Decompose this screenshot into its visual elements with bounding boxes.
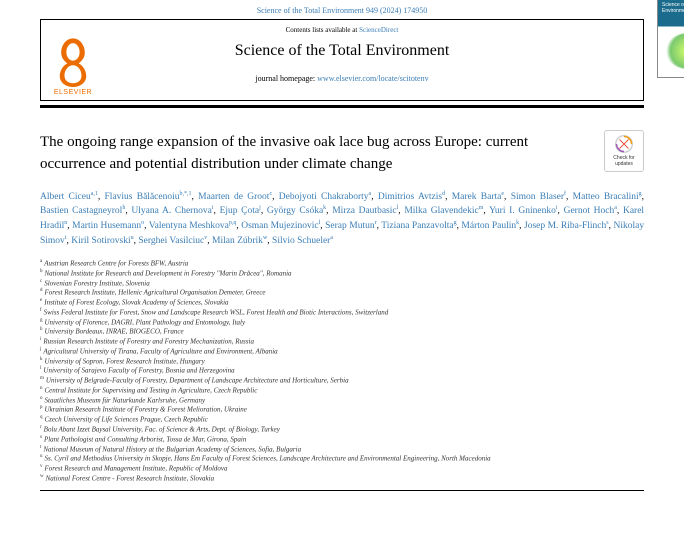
author-name[interactable]: Maarten de Groot: [198, 192, 269, 202]
sciencedirect-link[interactable]: ScienceDirect: [359, 26, 398, 34]
author-name[interactable]: Milan Zúbrik: [212, 236, 263, 246]
author-name[interactable]: Matteo Bracalini: [573, 192, 639, 202]
author-affil-marker: h: [122, 205, 125, 211]
affiliation-line: lUniversity of Sarajevo Faculty of Fores…: [40, 366, 644, 376]
affiliation-line: oStaatliches Museum für Naturkunde Karls…: [40, 396, 644, 406]
author-name[interactable]: Martin Husemann: [72, 221, 141, 231]
affiliation-line: eInstitute of Forest Ecology, Slovak Aca…: [40, 298, 644, 308]
journal-cover-thumbnail: Science of the Total Environment: [657, 0, 684, 78]
affiliation-line: rBolu Abant Izzet Baysal University, Fac…: [40, 425, 644, 435]
author-name[interactable]: Flavius Bălăcenoiu: [105, 192, 180, 202]
publisher-logo: ELSEVIER: [47, 24, 99, 96]
author-affil-marker: k: [323, 205, 326, 211]
author-affil-marker: a: [614, 205, 617, 211]
author-name[interactable]: Ulyana A. Chernova: [131, 207, 211, 217]
affiliation-line: vForest Research and Management Institut…: [40, 464, 644, 474]
author-affil-marker: d: [442, 191, 445, 197]
author-name[interactable]: Josep M. Riba-Flinch: [524, 221, 606, 231]
author-affil-marker: r: [375, 220, 377, 226]
affiliation-line: pUkrainian Research Institute of Forestr…: [40, 405, 644, 415]
affiliation-list: aAustrian Research Centre for Forests BF…: [40, 259, 644, 484]
author-affil-marker: k: [516, 220, 519, 226]
author-name[interactable]: Gernot Hoch: [564, 207, 615, 217]
affiliation-line: mUniversity of Belgrade-Faculty of Fores…: [40, 376, 644, 386]
author-name[interactable]: Márton Paulin: [461, 221, 516, 231]
check-for-updates-badge[interactable]: Check for updates: [604, 130, 644, 172]
author-name[interactable]: Tiziana Panzavolta: [381, 221, 453, 231]
author-affil-marker: a: [369, 191, 372, 197]
running-head: Science of the Total Environment 949 (20…: [0, 0, 684, 17]
author-name[interactable]: Simon Blaser: [511, 192, 564, 202]
author-affil-marker: f: [564, 191, 566, 197]
journal-homepage-link[interactable]: www.elsevier.com/locate/scitotenv: [317, 74, 428, 83]
author-name[interactable]: Bastien Castagneyrol: [40, 207, 122, 217]
author-name[interactable]: György Csóka: [267, 207, 323, 217]
author-affil-marker: o: [141, 220, 144, 226]
author-affil-marker: e: [501, 191, 504, 197]
author-affil-marker: c: [269, 191, 272, 197]
affiliation-line: bNational Institute for Research and Dev…: [40, 269, 644, 279]
author-name[interactable]: Yuri I. Gninenko: [489, 207, 556, 217]
author-affil-marker: l: [319, 220, 321, 226]
author-name[interactable]: Albert Ciceu: [40, 192, 91, 202]
section-rule: [40, 490, 644, 491]
check-line2: updates: [615, 161, 633, 167]
affiliation-line: tNational Museum of Natural History at t…: [40, 445, 644, 455]
author-name[interactable]: Silvio Schueler: [272, 236, 330, 246]
author-name[interactable]: Milka Glavendekic: [404, 207, 478, 217]
affiliation-line: qCzech University of Life Sciences Pragu…: [40, 415, 644, 425]
author-name[interactable]: Debojyoti Chakraborty: [279, 192, 369, 202]
affiliation-line: nCentral Institute for Supervising and T…: [40, 386, 644, 396]
affiliation-line: wNational Forest Centre - Forest Researc…: [40, 474, 644, 484]
author-affil-marker: n: [64, 220, 67, 226]
author-name[interactable]: Osman Mujezinovic: [241, 221, 318, 231]
affiliation-line: dForest Research Institute, Hellenic Agr…: [40, 288, 644, 298]
cover-overlay-text: Science of the Total Environment: [662, 3, 684, 14]
author-name[interactable]: Serap Mutun: [325, 221, 374, 231]
author-affil-marker: a,1: [91, 191, 98, 197]
author-affil-marker: u: [131, 235, 134, 241]
contents-available: Contents lists available at ScienceDirec…: [111, 26, 573, 34]
author-name[interactable]: Ejup Çota: [220, 207, 260, 217]
header-rule: [40, 105, 644, 108]
author-affil-marker: l: [397, 205, 399, 211]
author-name[interactable]: Mirza Dautbasic: [332, 207, 396, 217]
author-affil-marker: s: [606, 220, 608, 226]
author-affil-marker: j: [259, 205, 261, 211]
journal-homepage: journal homepage: www.elsevier.com/locat…: [111, 74, 573, 83]
author-name[interactable]: Serghei Vasilciuc: [138, 236, 204, 246]
author-affil-marker: m: [479, 205, 484, 211]
author-name[interactable]: Kiril Sotirovski: [71, 236, 130, 246]
affiliation-line: jAgricultural University of Tirana, Facu…: [40, 347, 644, 357]
author-affil-marker: i: [556, 205, 558, 211]
author-affil-marker: w: [263, 235, 267, 241]
author-affil-marker: g: [454, 220, 457, 226]
author-affil-marker: t: [65, 235, 67, 241]
author-name[interactable]: Valentyna Meshkova: [149, 221, 229, 231]
author-affil-marker: a: [330, 235, 333, 241]
author-list: Albert Ciceua,1, Flavius Bălăcenoiub,*,1…: [40, 190, 644, 250]
article-title: The ongoing range expansion of the invas…: [40, 132, 540, 176]
author-name[interactable]: Marek Barta: [452, 192, 502, 202]
journal-header: ELSEVIER Contents lists available at Sci…: [40, 19, 644, 101]
affiliation-line: sPlant Pathologist and Consulting Arbori…: [40, 435, 644, 445]
affiliation-line: iRussian Research Institute of Forestry …: [40, 337, 644, 347]
author-affil-marker: g: [639, 191, 642, 197]
publisher-name: ELSEVIER: [54, 89, 92, 96]
affiliation-line: fSwiss Federal Institute for Forest, Sno…: [40, 308, 644, 318]
author-affil-marker: b,*,1: [180, 191, 192, 197]
affiliation-line: kUniversity of Sopron, Forest Research I…: [40, 357, 644, 367]
journal-title: Science of the Total Environment: [111, 42, 573, 60]
affiliation-line: aAustrian Research Centre for Forests BF…: [40, 259, 644, 269]
affiliation-line: hUniversity Bordeaux, INRAE, BIOGECO, Fr…: [40, 327, 644, 337]
affiliation-line: gUniversity of Florence, DAGRI, Plant Pa…: [40, 318, 644, 328]
author-affil-marker: i: [212, 205, 214, 211]
affiliation-line: cSlovenian Forestry Institute, Slovenia: [40, 279, 644, 289]
author-affil-marker: v: [204, 235, 207, 241]
affiliation-line: uSs. Cyril and Methodius University in S…: [40, 454, 644, 464]
author-name[interactable]: Dimitrios Avtzis: [378, 192, 442, 202]
author-affil-marker: p,q: [229, 220, 237, 226]
